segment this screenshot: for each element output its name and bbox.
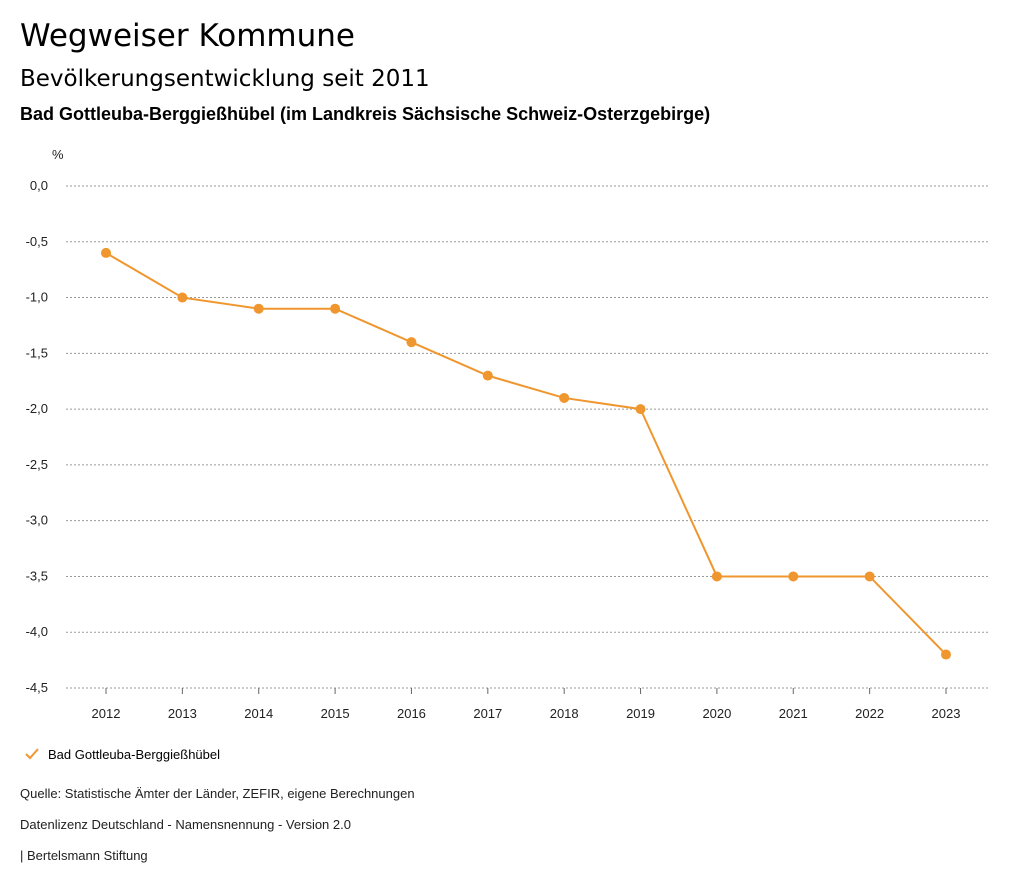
y-tick-label: -2,5	[26, 457, 48, 472]
source-note: Quelle: Statistische Ämter der Länder, Z…	[20, 786, 415, 801]
x-tick-label: 2013	[168, 706, 197, 721]
region-title: Bad Gottleuba-Berggießhübel (im Landkrei…	[20, 104, 711, 124]
line-chart: % 0,0 -0,5 -1,0 -1,5 -2,0 -2,5 -3,0 -3,5 -4,0 -4,5…	[26, 147, 990, 721]
data-point	[330, 303, 341, 314]
y-axis-label: %	[52, 147, 64, 162]
data-point	[253, 303, 264, 314]
page-title: Wegweiser Kommune	[20, 18, 355, 54]
x-tick-label: 2020	[702, 706, 731, 721]
x-tick-label: 2018	[550, 706, 579, 721]
data-point	[635, 404, 646, 415]
y-tick-label: -4,0	[26, 624, 48, 639]
x-tick-label: 2022	[855, 706, 884, 721]
y-tick-label: -3,5	[26, 568, 48, 583]
x-tick-label: 2016	[397, 706, 426, 721]
y-tick-label: -3,0	[26, 513, 48, 528]
x-tick-label: 2015	[321, 706, 350, 721]
y-tick-label: 0,0	[30, 178, 48, 193]
y-tick-label: -2,0	[26, 401, 48, 416]
y-tick-label: -0,5	[26, 234, 48, 249]
x-tick-label: 2014	[244, 706, 273, 721]
y-tick-label: -1,0	[26, 290, 48, 305]
data-point	[101, 247, 111, 258]
data-point	[788, 571, 799, 582]
y-tick-label: -4,5	[26, 680, 48, 695]
x-tick-label: 2017	[473, 706, 502, 721]
chart-subtitle: Bevölkerungsentwicklung seit 2011	[20, 66, 430, 92]
x-tick-label: 2019	[626, 706, 655, 721]
license-note: Datenlizenz Deutschland - Namensnennung …	[20, 817, 351, 832]
x-tick-label: 2021	[779, 706, 808, 721]
checkmark-icon	[25, 748, 39, 760]
legend-label: Bad Gottleuba-Berggießhübel	[48, 746, 221, 762]
data-point	[559, 392, 570, 403]
series-line	[105, 252, 947, 656]
publisher-note: | Bertelsmann Stiftung	[20, 848, 148, 863]
x-tick-label: 2012	[92, 706, 121, 721]
data-point	[941, 649, 951, 660]
x-tick-label: 2023	[932, 706, 961, 721]
data-point	[177, 292, 188, 303]
data-point	[864, 571, 875, 582]
data-point	[406, 337, 417, 348]
y-tick-label: -1,5	[26, 345, 48, 360]
data-point	[711, 571, 722, 582]
legend[interactable]: Bad Gottleuba-Berggießhübel	[24, 746, 220, 762]
data-point	[482, 370, 493, 381]
